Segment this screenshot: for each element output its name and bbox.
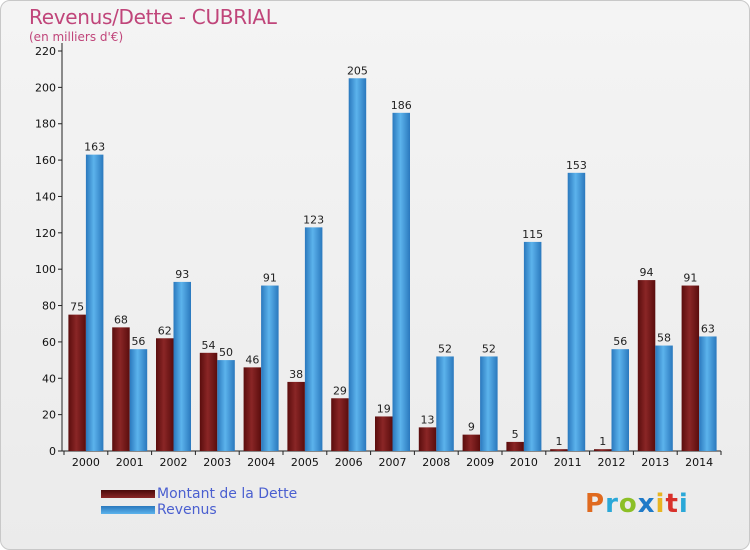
legend-swatch-revenus bbox=[101, 506, 155, 514]
data-label-revenus: 93 bbox=[175, 268, 189, 281]
proxiti-logo: Proxiti bbox=[585, 489, 689, 519]
data-label-dette: 46 bbox=[245, 353, 259, 366]
data-label-dette: 54 bbox=[202, 339, 216, 352]
data-label-revenus: 52 bbox=[482, 342, 496, 355]
data-label-dette: 68 bbox=[114, 313, 128, 326]
bar-dette bbox=[199, 352, 218, 451]
bar-dette bbox=[506, 441, 524, 451]
legend-label-revenus: Revenus bbox=[157, 502, 217, 518]
bar-revenus bbox=[217, 360, 235, 451]
x-tick-label: 2009 bbox=[466, 456, 494, 469]
y-tick-label: 220 bbox=[35, 45, 56, 58]
bar-revenus bbox=[655, 345, 673, 451]
data-label-revenus: 123 bbox=[303, 213, 324, 226]
data-label-revenus: 56 bbox=[613, 335, 627, 348]
legend-swatch-dette bbox=[101, 490, 155, 498]
data-label-revenus: 56 bbox=[131, 335, 145, 348]
data-label-dette: 19 bbox=[377, 402, 391, 415]
data-label-dette: 9 bbox=[468, 421, 475, 434]
x-tick-label: 2007 bbox=[379, 456, 407, 469]
x-tick-label: 2010 bbox=[510, 456, 538, 469]
y-tick-label: 80 bbox=[42, 300, 56, 313]
x-tick-label: 2004 bbox=[247, 456, 275, 469]
bar-revenus bbox=[129, 349, 148, 451]
bar-revenus bbox=[567, 172, 586, 451]
data-label-revenus: 63 bbox=[701, 322, 715, 335]
data-label-dette: 62 bbox=[158, 324, 172, 337]
y-tick-label: 20 bbox=[42, 409, 56, 422]
x-tick-label: 2006 bbox=[335, 456, 363, 469]
x-tick-label: 2013 bbox=[641, 456, 669, 469]
data-label-dette: 29 bbox=[333, 384, 347, 397]
data-label-revenus: 205 bbox=[347, 64, 368, 77]
chart-title: Revenus/Dette - CUBRIAL bbox=[29, 5, 277, 29]
y-tick-label: 180 bbox=[35, 118, 56, 131]
bar-dette bbox=[462, 434, 481, 451]
data-label-revenus: 163 bbox=[84, 141, 105, 154]
data-label-dette: 1 bbox=[555, 435, 562, 448]
y-tick-label: 0 bbox=[49, 445, 56, 458]
data-label-revenus: 186 bbox=[391, 99, 412, 112]
x-tick-label: 2002 bbox=[160, 456, 188, 469]
x-tick-label: 2008 bbox=[422, 456, 450, 469]
bar-dette bbox=[681, 285, 700, 451]
x-tick-label: 2014 bbox=[685, 456, 713, 469]
x-tick-label: 2003 bbox=[203, 456, 231, 469]
data-label-revenus: 50 bbox=[219, 346, 233, 359]
y-tick-label: 40 bbox=[42, 372, 56, 385]
bar-dette bbox=[243, 367, 262, 451]
bar-revenus bbox=[392, 112, 410, 452]
y-tick-label: 60 bbox=[42, 336, 56, 349]
data-label-revenus: 91 bbox=[263, 272, 277, 285]
bar-revenus bbox=[173, 281, 191, 451]
bar-dette bbox=[375, 416, 393, 451]
bar-revenus bbox=[523, 241, 542, 451]
bar-dette bbox=[112, 327, 130, 451]
data-label-dette: 1 bbox=[599, 435, 606, 448]
bar-dette bbox=[550, 449, 568, 451]
bar-revenus bbox=[480, 356, 498, 451]
data-label-dette: 75 bbox=[70, 301, 84, 314]
bar-dette bbox=[594, 449, 612, 451]
y-tick-label: 200 bbox=[35, 81, 56, 94]
data-label-dette: 94 bbox=[640, 266, 654, 279]
chart-subtitle: (en milliers d'€) bbox=[29, 30, 124, 44]
x-tick-label: 2000 bbox=[72, 456, 100, 469]
x-tick-label: 2005 bbox=[291, 456, 319, 469]
data-label-dette: 91 bbox=[683, 272, 697, 285]
data-label-revenus: 58 bbox=[657, 332, 671, 345]
data-label-revenus: 115 bbox=[522, 228, 543, 241]
bar-dette bbox=[68, 314, 86, 451]
y-tick-label: 140 bbox=[35, 190, 56, 203]
bar-revenus bbox=[348, 78, 367, 451]
bar-revenus bbox=[611, 349, 629, 451]
data-label-dette: 38 bbox=[289, 368, 303, 381]
x-tick-label: 2011 bbox=[554, 456, 582, 469]
y-tick-label: 100 bbox=[35, 263, 56, 276]
data-label-revenus: 153 bbox=[566, 159, 587, 172]
bar-dette bbox=[156, 338, 174, 451]
bar-dette bbox=[418, 427, 437, 451]
legend-label-dette: Montant de la Dette bbox=[157, 486, 298, 502]
data-label-dette: 13 bbox=[421, 413, 435, 426]
x-tick-label: 2012 bbox=[598, 456, 626, 469]
bar-dette bbox=[331, 398, 349, 451]
x-tick-label: 2001 bbox=[116, 456, 144, 469]
bar-revenus bbox=[699, 336, 717, 451]
y-tick-label: 160 bbox=[35, 154, 56, 167]
bar-dette bbox=[637, 280, 656, 451]
bar-revenus bbox=[304, 227, 323, 451]
bar-revenus bbox=[85, 154, 104, 452]
data-label-revenus: 52 bbox=[438, 342, 452, 355]
bar-revenus bbox=[261, 285, 279, 451]
y-tick-label: 120 bbox=[35, 227, 56, 240]
data-label-dette: 5 bbox=[512, 428, 519, 441]
bar-dette bbox=[287, 381, 305, 451]
bar-revenus bbox=[436, 356, 454, 451]
